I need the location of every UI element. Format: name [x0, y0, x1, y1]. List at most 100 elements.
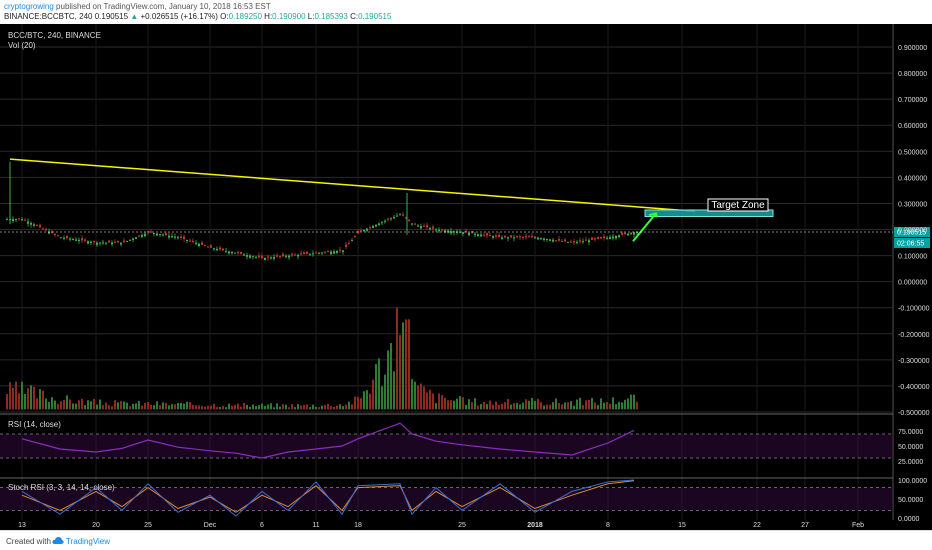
- volume-bar: [198, 405, 200, 410]
- candle-body: [492, 236, 494, 238]
- volume-bar: [573, 405, 575, 410]
- volume-bar: [333, 406, 335, 410]
- time-tick-label: 25: [144, 522, 152, 529]
- candle-body: [339, 249, 341, 251]
- candle-body: [636, 232, 638, 234]
- candle-body: [501, 237, 503, 239]
- candle-body: [138, 235, 140, 237]
- price-tick-label: 0.400000: [898, 175, 927, 182]
- volume-bar: [42, 390, 44, 410]
- candle-body: [171, 236, 173, 238]
- target-arrow[interactable]: [632, 212, 658, 242]
- price-axis[interactable]: 0.900000 0.800000 0.700000 0.600000 0.500000…: [898, 45, 930, 417]
- volume-bar: [399, 335, 401, 410]
- volume-bar: [609, 403, 611, 410]
- candle-body: [288, 255, 290, 258]
- price-change: +0.026515 (+16.17%): [140, 12, 218, 21]
- candle-body: [42, 228, 44, 230]
- candle-body: [609, 237, 611, 240]
- candle-body: [588, 240, 590, 243]
- candle-body: [306, 252, 308, 254]
- volume-bar: [390, 343, 392, 410]
- candle-body: [507, 237, 509, 239]
- candle-body: [324, 251, 326, 253]
- volume-bar: [90, 401, 92, 410]
- candle-body: [243, 254, 245, 256]
- candle-body: [630, 232, 632, 234]
- candle-body: [6, 219, 8, 221]
- time-axis[interactable]: 13 20 25 Dec 6 11 18 25 2018 8 15 22 27 Feb: [18, 522, 864, 529]
- candle-body: [69, 238, 71, 240]
- volume-bar: [48, 401, 50, 410]
- volume-bar: [189, 402, 191, 410]
- candle-body: [444, 230, 446, 233]
- candle-body: [627, 233, 629, 236]
- candle-body: [279, 256, 281, 258]
- candle-body: [198, 243, 200, 246]
- volume-bar: [384, 374, 386, 410]
- candle-body: [246, 254, 248, 257]
- chart-area[interactable]: Target Zone 0.190515 02:06:55 BCC/BTC, 2…: [0, 24, 932, 530]
- candle-body: [303, 252, 305, 255]
- tradingview-brand[interactable]: TradingView: [66, 537, 111, 546]
- candle-body: [93, 241, 95, 243]
- candle-body: [108, 240, 110, 243]
- author-link[interactable]: cryptogrowing: [4, 2, 54, 11]
- price-tick-label: 0.200000: [898, 228, 927, 235]
- volume-bar: [369, 393, 371, 410]
- candle-body: [534, 237, 536, 239]
- volume-bar: [39, 389, 41, 410]
- volume-bar: [582, 405, 584, 410]
- volume-bar: [243, 402, 245, 410]
- volume-bar: [531, 397, 533, 410]
- symbol-label: BINANCE:BCCBTC, 240: [4, 12, 93, 21]
- candle-body: [360, 230, 362, 232]
- candle-body: [432, 226, 434, 229]
- volume-bar: [621, 402, 623, 410]
- candle-body: [441, 229, 443, 231]
- candle-body: [54, 233, 56, 235]
- volume-bar: [207, 405, 209, 410]
- volume-bar: [282, 404, 284, 410]
- resistance-trendline[interactable]: [9, 158, 696, 213]
- volume-bar: [267, 404, 269, 410]
- volume-bar: [81, 398, 83, 410]
- volume-bar: [210, 405, 212, 410]
- candle-body: [120, 242, 122, 245]
- candle-body: [342, 250, 344, 252]
- time-tick-label: 25: [458, 522, 466, 529]
- volume-bar: [75, 403, 77, 410]
- volume-bar: [123, 401, 125, 410]
- stoch-tick-label: 100.0000: [898, 478, 927, 485]
- volume-bar: [432, 393, 434, 410]
- candle-body: [117, 241, 119, 243]
- volume-bar: [168, 405, 170, 410]
- volume-bar: [135, 403, 137, 410]
- volume-bar: [255, 406, 257, 410]
- candle-body: [330, 251, 332, 254]
- volume-bar: [225, 407, 227, 410]
- volume-bar: [156, 401, 158, 410]
- volume-bar: [558, 402, 560, 410]
- candle-body: [57, 235, 59, 237]
- volume-bar: [21, 381, 23, 410]
- volume-layer: [6, 307, 638, 410]
- volume-bar: [195, 405, 197, 410]
- candle-body: [519, 236, 521, 238]
- candle-body: [180, 236, 182, 238]
- candle-body: [345, 244, 347, 247]
- candle-body: [426, 225, 428, 228]
- candle-body: [396, 215, 398, 217]
- candle-body: [270, 257, 272, 259]
- volume-bar: [228, 403, 230, 410]
- candle-body: [420, 226, 422, 229]
- volume-bar: [444, 397, 446, 410]
- candle-body: [318, 252, 320, 254]
- volume-bar: [270, 403, 272, 410]
- chart-svg[interactable]: Target Zone 0.190515 02:06:55 BCC/BTC, 2…: [0, 24, 932, 530]
- candle-body: [351, 240, 353, 242]
- last-price-tag-text: 0.190515: [897, 229, 926, 236]
- volume-bar: [396, 307, 398, 410]
- volume-bar: [69, 399, 71, 410]
- candle-body: [99, 242, 101, 244]
